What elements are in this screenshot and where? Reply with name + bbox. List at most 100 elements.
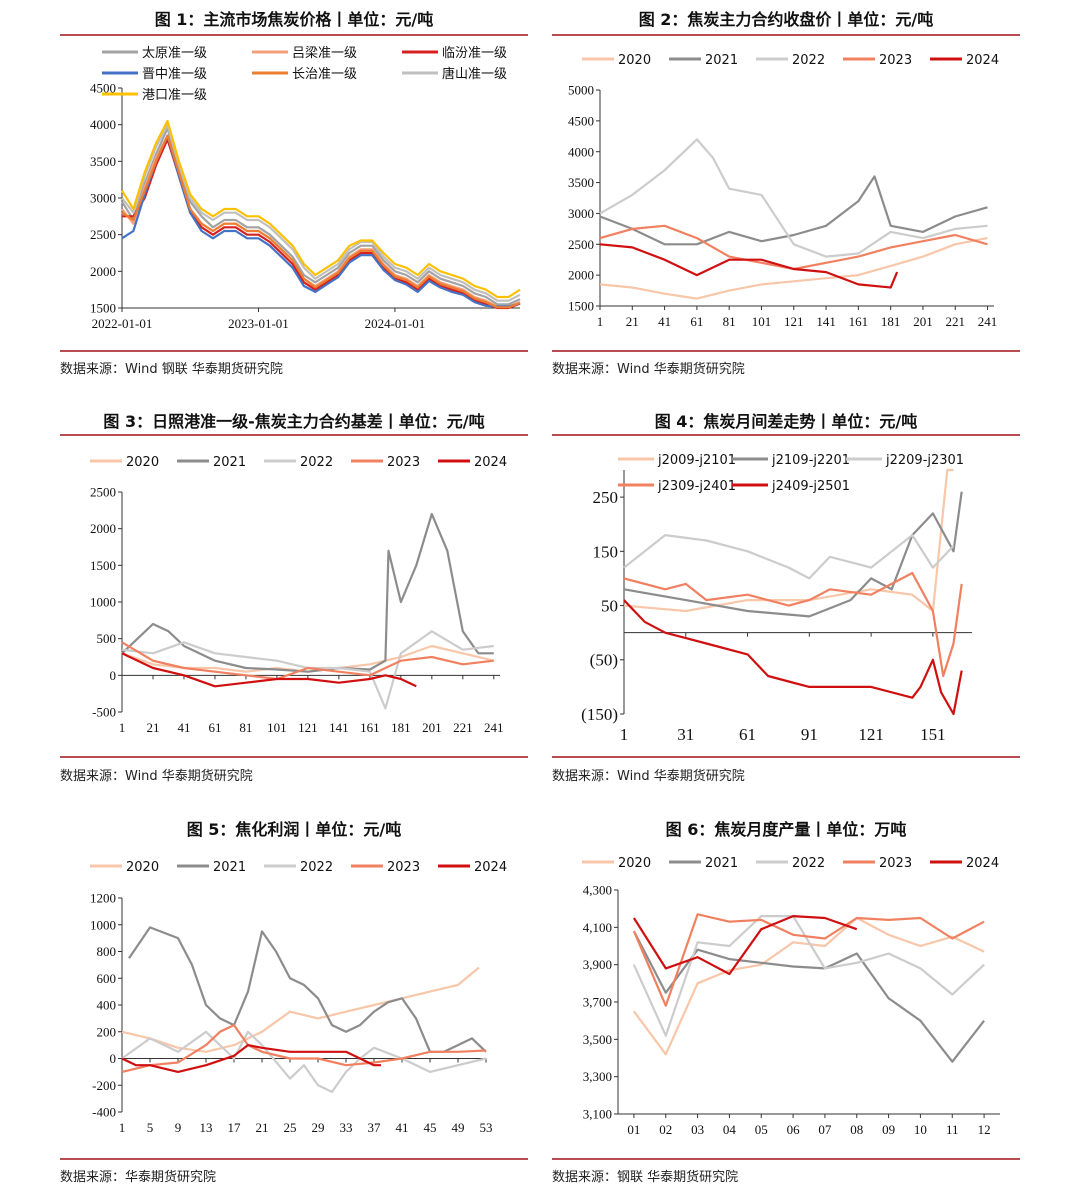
chart-source: 数据来源：Wind 华泰期货研究院 [60,769,253,784]
x-tick-label: 41 [658,314,671,329]
y-tick-label: 50 [601,597,618,616]
y-tick-label: 2500 [90,485,116,500]
series-line-2023 [121,641,494,681]
x-tick-label: 61 [208,720,221,735]
y-tick-label: 1200 [90,891,116,906]
x-tick-label: 11 [946,1122,959,1137]
legend-label: 2020 [618,53,651,68]
x-tick-label: 13 [200,1120,213,1135]
x-tick-label: 10 [914,1122,927,1137]
x-tick-label: 17 [228,1120,242,1135]
x-tick-label: 12 [978,1122,991,1137]
legend-label: 2023 [387,455,420,470]
series-line-j2109-j2201 [623,491,963,618]
series-line-2023 [632,913,985,1007]
legend-label: 2020 [126,455,159,470]
x-tick-label: 81 [723,314,736,329]
legend-label: 2024 [966,53,999,68]
chart-4-plot: (150) (50) 50 150 250 1 31 61 91 121 151 j2009-j210… [581,453,972,744]
y-tick-label: 1000 [90,595,116,610]
x-tick-label: 141 [816,314,836,329]
x-tick-label: 221 [453,720,473,735]
legend-label: 2024 [474,860,507,875]
legend-label: 2021 [213,860,246,875]
legend-label: 2024 [966,856,999,871]
series-line-2023 [121,1023,487,1073]
x-tick-label: 25 [284,1120,297,1135]
x-tick-label: 101 [752,314,772,329]
legend-label: 2021 [213,455,246,470]
x-tick-label: 5 [147,1120,154,1135]
x-tick-label: 101 [267,720,287,735]
y-tick-label: 3000 [90,191,116,206]
y-tick-label: 1000 [90,917,116,932]
x-tick-label: 02 [659,1122,672,1137]
bottom-rule [60,1158,528,1160]
series-line-2021 [128,926,487,1053]
x-tick-label: 29 [312,1120,325,1135]
series-line-j2409-j2501 [623,599,963,716]
x-tick-label: 91 [801,725,818,744]
x-tick-label: 161 [360,720,380,735]
y-tick-label: -400 [92,1105,116,1120]
legend-label: 太原准一级 [142,46,207,61]
bottom-rule [60,756,528,758]
x-tick-label: 221 [945,314,965,329]
series-line-2024 [599,243,899,289]
y-tick-label: 2000 [90,521,116,536]
series-line-j2209-j2301 [623,534,955,580]
legend-label: 临汾准一级 [442,46,507,61]
y-tick-label: 3,100 [583,1107,612,1122]
legend-label: 2024 [474,455,507,470]
x-tick-label: 2022-01-01 [92,316,153,331]
x-tick-label: 241 [484,720,504,735]
x-tick-label: 01 [627,1122,640,1137]
y-tick-label: 800 [97,944,117,959]
x-tick-label: 21 [256,1120,269,1135]
y-tick-label: 0 [110,668,117,683]
x-tick-label: 33 [340,1120,353,1135]
y-tick-label: 2500 [90,227,116,242]
legend-label: 2021 [705,856,738,871]
series-line-长治准一级 [121,134,521,309]
chart-source: 数据来源：Wind 华泰期货研究院 [552,769,745,784]
legend-label: j2209-j2301 [885,453,964,468]
y-tick-label: 4,100 [583,920,612,935]
chart-source: 数据来源：Wind 华泰期货研究院 [552,362,745,377]
legend-label: 2023 [879,856,912,871]
x-tick-label: 1 [597,314,604,329]
x-tick-label: 181 [881,314,901,329]
bottom-rule [60,350,528,352]
x-tick-label: 9 [175,1120,182,1135]
legend-label: 吕梁准一级 [292,46,357,61]
chart-title: 图 6：焦炭月度产量丨单位：万吨 [665,820,907,839]
x-tick-label: 41 [177,720,190,735]
chart-title: 图 2：焦炭主力合约收盘价丨单位：元/吨 [638,10,934,29]
y-tick-label: 600 [97,971,117,986]
chart-title: 图 5：焦化利润丨单位：元/吨 [186,820,402,839]
series-line-2022 [632,915,985,1037]
legend-label: j2409-j2501 [771,479,850,494]
y-tick-label: 0 [110,1051,117,1066]
chart-source: 数据来源：华泰期货研究院 [60,1170,217,1185]
y-tick-label: 500 [97,631,117,646]
x-tick-label: 41 [396,1120,409,1135]
series-line-2023 [599,224,988,271]
legend-label: j2009-j2101 [657,453,736,468]
y-tick-label: 4500 [568,113,594,128]
y-tick-label: 2500 [568,237,594,252]
x-tick-label: 241 [978,314,998,329]
y-tick-label: 3,700 [583,995,612,1010]
series-line-2022 [599,138,988,258]
series-line-太原准一级 [121,127,521,306]
series-line-j2309-j2401 [623,571,963,678]
y-tick-label: 3500 [90,154,116,169]
y-tick-label: 4000 [568,144,594,159]
x-tick-label: 45 [424,1120,437,1135]
y-tick-label: 3500 [568,175,594,190]
x-tick-label: 2024-01-01 [365,316,426,331]
x-tick-label: 1 [119,1120,126,1135]
title-rule [552,34,1020,36]
y-tick-label: 1500 [90,558,116,573]
